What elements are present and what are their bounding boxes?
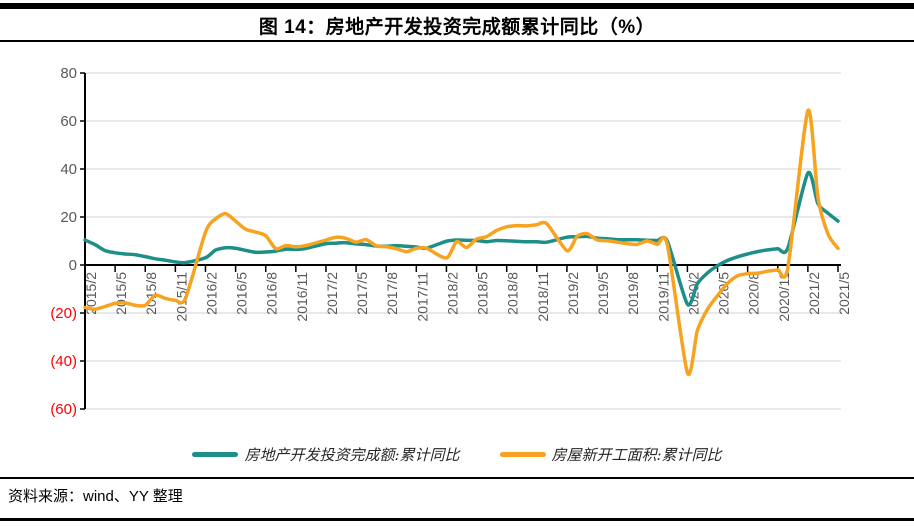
footer-divider (0, 477, 914, 479)
svg-text:2019/8: 2019/8 (625, 272, 641, 315)
svg-text:2015/11: 2015/11 (173, 272, 189, 322)
svg-text:2020/8: 2020/8 (746, 272, 762, 315)
gridlines (85, 72, 841, 410)
bottom-rule (0, 518, 914, 521)
svg-text:60: 60 (60, 113, 77, 130)
svg-text:2020/11: 2020/11 (776, 272, 792, 322)
svg-text:2017/11: 2017/11 (414, 272, 430, 322)
series-line-investment (83, 170, 840, 307)
svg-text:2017/8: 2017/8 (384, 272, 400, 315)
svg-text:(20): (20) (50, 305, 77, 322)
svg-text:2016/11: 2016/11 (294, 272, 310, 322)
investment-line-swatch (192, 452, 239, 457)
legend-item-new-starts: 房屋新开工面积:累计同比 (499, 444, 722, 465)
svg-text:2018/2: 2018/2 (444, 272, 460, 315)
legend-item-investment: 房地产开发投资完成额:累计同比 (192, 444, 460, 465)
svg-text:2018/8: 2018/8 (505, 272, 521, 315)
svg-text:2019/2: 2019/2 (565, 272, 581, 315)
svg-text:(60): (60) (50, 401, 77, 418)
x-axis-labels: 2015/2 2015/5 2015/8 2015/11 2016/2 2016/5 201… (83, 272, 852, 322)
svg-text:2015/8: 2015/8 (143, 272, 159, 315)
svg-text:2015/5: 2015/5 (113, 272, 129, 315)
svg-text:2021/5: 2021/5 (836, 272, 852, 315)
svg-text:2015/2: 2015/2 (83, 272, 99, 315)
legend-label-investment: 房地产开发投资完成额:累计同比 (244, 446, 460, 464)
svg-text:0: 0 (69, 257, 77, 274)
svg-text:2016/2: 2016/2 (203, 272, 219, 315)
new-starts-line-swatch (499, 452, 546, 457)
svg-text:40: 40 (60, 161, 77, 178)
svg-text:(40): (40) (50, 353, 77, 370)
series-line-new-starts (83, 108, 840, 377)
title-divider (0, 40, 914, 42)
svg-text:2019/11: 2019/11 (655, 272, 671, 322)
chart-title: 图 14：房地产开发投资完成额累计同比（%） (258, 17, 656, 38)
legend-label-new-starts: 房屋新开工面积:累计同比 (551, 446, 722, 464)
svg-text:2016/8: 2016/8 (264, 272, 280, 315)
svg-text:2018/5: 2018/5 (475, 272, 491, 315)
svg-text:2016/5: 2016/5 (234, 272, 250, 315)
svg-text:2017/5: 2017/5 (354, 272, 370, 315)
svg-text:2021/2: 2021/2 (806, 272, 822, 315)
source-note: 资料来源：wind、YY 整理 (8, 488, 183, 505)
svg-text:80: 80 (60, 65, 77, 82)
svg-text:2018/11: 2018/11 (535, 272, 551, 322)
y-axis-labels: 80 60 40 20 0 (20) (40) (60) (50, 65, 77, 418)
svg-text:20: 20 (60, 209, 77, 226)
top-rule (0, 3, 914, 9)
chart-legend: 房地产开发投资完成额:累计同比 房屋新开工面积:累计同比 (0, 444, 914, 465)
svg-text:2019/5: 2019/5 (595, 272, 611, 315)
svg-text:2017/2: 2017/2 (324, 272, 340, 315)
